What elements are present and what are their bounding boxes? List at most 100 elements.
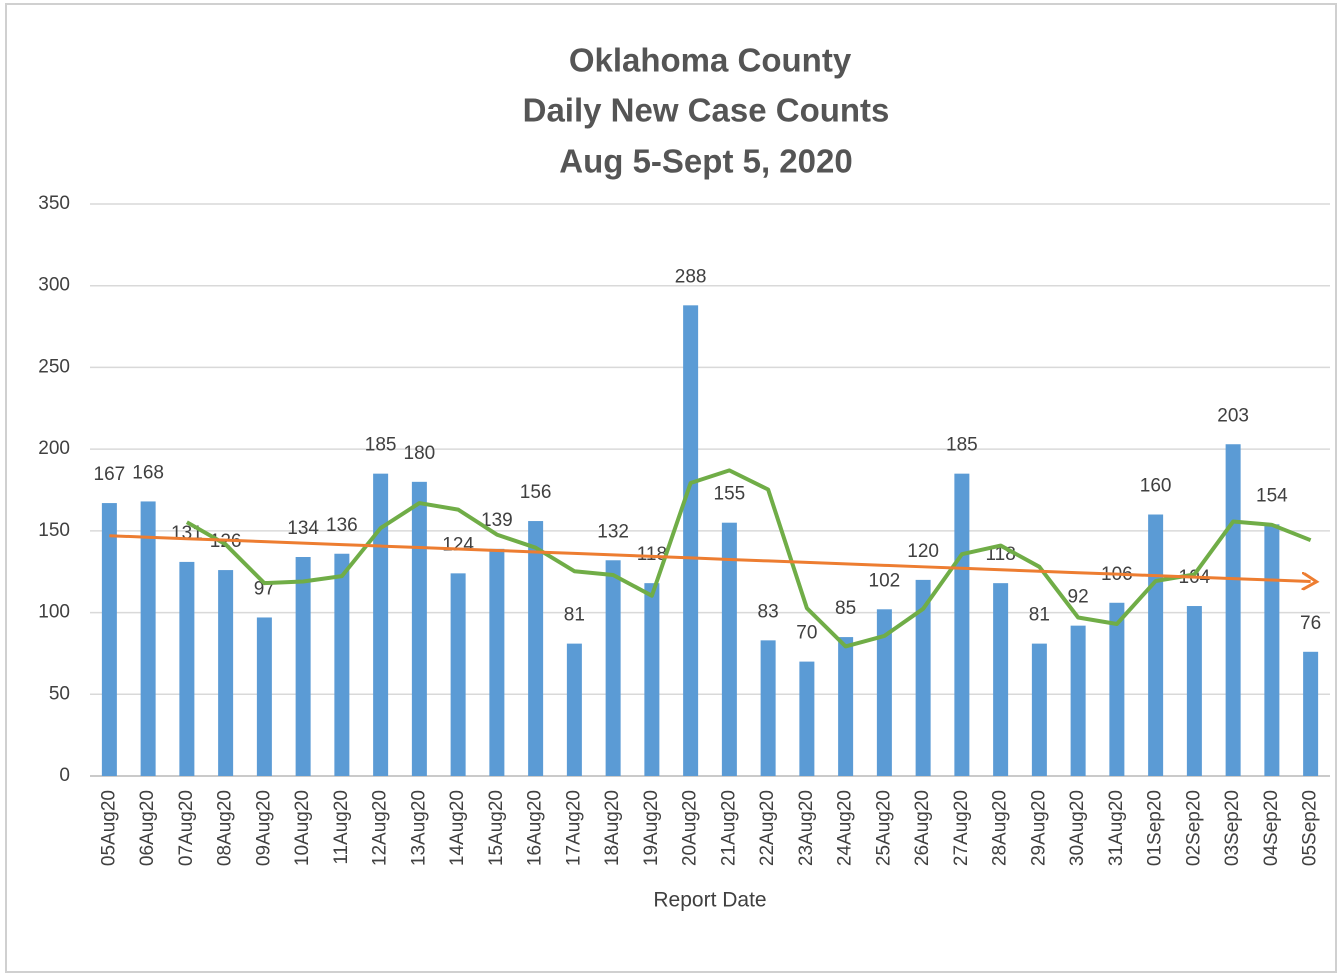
bar [683, 305, 699, 776]
data-label: 136 [326, 515, 358, 536]
bar [373, 473, 389, 776]
bar [1264, 524, 1280, 776]
data-label: 120 [907, 541, 939, 562]
data-label: 85 [835, 598, 856, 619]
bar [101, 503, 117, 776]
x-tick-label: 18Aug20 [602, 790, 623, 866]
bar [140, 501, 156, 776]
bar [489, 548, 505, 776]
bar [411, 481, 427, 776]
x-tick-label: 15Aug20 [486, 790, 507, 866]
x-tick-label: 26Aug20 [912, 790, 933, 866]
line-series [109, 534, 1310, 582]
data-label: 131 [171, 523, 203, 544]
y-tick-label: 350 [38, 193, 70, 214]
x-tick-label: 12Aug20 [370, 790, 391, 866]
x-tick-label: 07Aug20 [176, 790, 197, 866]
x-tick-label: 10Aug20 [292, 790, 313, 866]
bar [1031, 643, 1047, 776]
x-tick-label: 05Aug20 [98, 790, 119, 866]
data-label: 139 [481, 510, 513, 531]
data-label: 76 [1300, 613, 1321, 634]
y-tick-label: 250 [38, 356, 70, 377]
x-tick-label: 13Aug20 [408, 790, 429, 866]
data-label: 81 [564, 605, 585, 626]
data-label: 134 [287, 518, 319, 539]
bar [993, 583, 1009, 776]
data-label: 180 [404, 443, 436, 464]
data-label: 155 [714, 484, 746, 505]
x-tick-label: 11Aug20 [331, 790, 352, 865]
y-tick-label: 100 [38, 602, 70, 623]
bar [450, 573, 466, 776]
x-tick-label: 08Aug20 [215, 790, 236, 866]
chart-frame [5, 3, 1337, 973]
chart-title: Oklahoma County [569, 42, 852, 79]
bar [605, 560, 621, 776]
bar [295, 557, 311, 776]
x-tick-label: 17Aug20 [563, 790, 584, 866]
y-tick-label: 300 [38, 275, 70, 296]
x-tick-label: 28Aug20 [990, 790, 1011, 866]
x-tick-label: 27Aug20 [951, 790, 972, 866]
bar [566, 643, 582, 776]
x-tick-label: 01Sep20 [1145, 790, 1166, 866]
x-tick-label: 09Aug20 [253, 790, 274, 866]
x-tick-label: 20Aug20 [680, 790, 701, 866]
x-tick-label: 24Aug20 [835, 790, 856, 866]
bar [760, 640, 776, 776]
x-tick-label: 22Aug20 [757, 790, 778, 866]
data-label: 160 [1140, 476, 1172, 497]
chart-title: Daily New Case Counts [523, 92, 890, 129]
bar [1148, 514, 1164, 776]
bar [179, 561, 195, 776]
bar [1303, 651, 1319, 776]
y-tick-label: 0 [59, 765, 70, 786]
x-tick-label: 31Aug20 [1106, 790, 1127, 866]
data-label: 167 [94, 464, 126, 485]
data-label: 185 [365, 435, 397, 456]
x-tick-label: 06Aug20 [137, 790, 158, 866]
data-label: 168 [132, 462, 164, 483]
bar [838, 637, 854, 776]
bar [218, 570, 234, 776]
bar [1186, 606, 1202, 776]
x-tick-label: 30Aug20 [1067, 790, 1088, 866]
bar [528, 521, 544, 776]
x-tick-label: 29Aug20 [1028, 790, 1049, 866]
x-tick-label: 03Sep20 [1222, 790, 1243, 866]
bar [334, 553, 350, 776]
bar [721, 522, 737, 776]
x-axis-label: Report Date [653, 889, 766, 912]
bar [1070, 625, 1086, 776]
data-label: 81 [1029, 605, 1050, 626]
data-label: 70 [796, 623, 817, 644]
line-series [185, 468, 1312, 649]
y-tick-label: 50 [49, 683, 70, 704]
bar [1109, 602, 1125, 776]
x-tick-label: 25Aug20 [873, 790, 894, 866]
x-tick-label: 02Sep20 [1183, 790, 1204, 866]
bar [799, 661, 815, 776]
chart-title: Aug 5-Sept 5, 2020 [559, 143, 852, 180]
data-label: 124 [442, 534, 474, 555]
y-tick-label: 200 [38, 438, 70, 459]
bar [644, 583, 660, 776]
x-tick-label: 14Aug20 [447, 790, 468, 866]
bar [1225, 444, 1241, 776]
data-label: 203 [1217, 405, 1249, 426]
x-tick-label: 05Sep20 [1300, 790, 1321, 866]
data-label: 102 [869, 570, 901, 591]
data-label: 118 [637, 544, 667, 565]
x-tick-label: 19Aug20 [641, 790, 662, 866]
bar [915, 579, 931, 776]
data-label: 185 [946, 435, 978, 456]
y-tick-label: 150 [38, 520, 70, 541]
bar [954, 473, 970, 776]
x-tick-label: 04Sep20 [1261, 790, 1282, 866]
bar [256, 617, 272, 776]
data-label: 288 [675, 266, 707, 287]
x-tick-label: 16Aug20 [525, 790, 546, 866]
data-label: 156 [520, 482, 552, 503]
